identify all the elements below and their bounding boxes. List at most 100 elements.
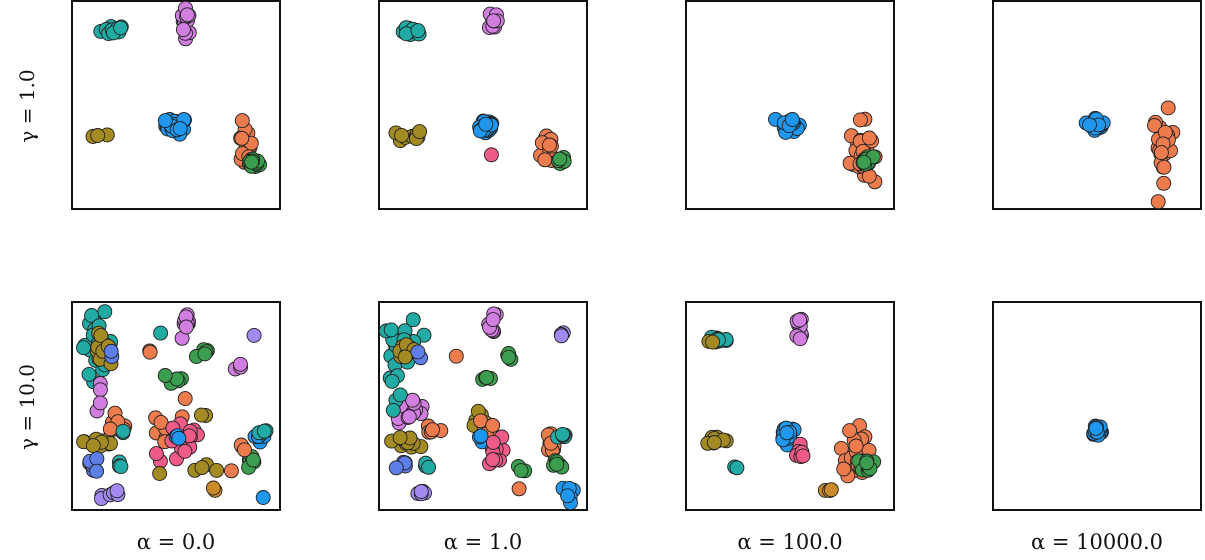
scatter-point-orange (1153, 145, 1169, 161)
col-label-alpha-10000: α = 10000.0 (1031, 530, 1163, 554)
scatter-point-violet (92, 382, 108, 398)
scatter-point-cyan (555, 426, 570, 442)
scatter-point-orange (1160, 100, 1176, 116)
panel-frame (992, 301, 1202, 511)
scatter-point-green (856, 154, 872, 170)
scatter-point-pink (485, 452, 501, 468)
scatter-point-blue (1082, 117, 1097, 133)
scatter-point-pink (148, 446, 164, 462)
scatter-point-cyan (383, 322, 399, 338)
scatter-point-cyan (256, 423, 272, 439)
scatter-point-green (244, 154, 260, 170)
scatter-point-olive (394, 127, 410, 143)
scatter-point-orange (537, 152, 553, 168)
scatter-point-blue (255, 490, 271, 505)
scatter-point-blue (171, 430, 187, 446)
scatter-point-cyan (405, 312, 421, 328)
scatter-point-purple (413, 484, 429, 499)
scatter-point-green (552, 151, 568, 167)
scatter-point-blue (172, 121, 188, 137)
panel-gamma-10.0-alpha-10000.0 (992, 301, 1202, 511)
scatter-point-blue (157, 113, 173, 129)
scatter-point-violet (179, 7, 195, 23)
scatter-point-brown (823, 482, 839, 498)
scatter-point-olive (152, 466, 168, 481)
scatter-point-pink (177, 443, 193, 459)
scatter-point-cyan (385, 402, 401, 418)
scatter-point-violet (485, 312, 501, 328)
panel-gamma-10.0-alpha-1.0 (378, 301, 588, 511)
col-label-alpha-100: α = 100.0 (737, 530, 842, 554)
scatter-point-blue (478, 116, 494, 132)
scatter-point-violet (405, 392, 421, 408)
scatter-point-green (245, 452, 261, 468)
scatter-point-olive (397, 349, 413, 365)
scatter-point-cyan (384, 373, 400, 389)
scatter-point-orange (234, 113, 250, 129)
scatter-point-blue (1088, 420, 1104, 436)
scatter-point-orange (852, 112, 868, 128)
row-label-gamma-1: γ = 1.0 (15, 69, 39, 142)
scatter-point-orange (542, 137, 557, 153)
scatter-point-navy (388, 460, 404, 476)
panels-layer (71, 0, 1202, 511)
row-label-gamma-10: γ = 10.0 (15, 364, 39, 450)
scatter-point-orange (848, 438, 864, 454)
scatter-point-violet (178, 319, 194, 335)
scatter-point-navy (103, 343, 119, 359)
panel-gamma-1.0-alpha-0.0 (71, 0, 281, 210)
scatter-point-cyan (113, 459, 129, 475)
scatter-point-cyan (729, 460, 745, 476)
scatter-point-olive (90, 128, 106, 143)
panel-gamma-10.0-alpha-0.0 (71, 301, 281, 511)
scatter-point-blue (779, 425, 795, 441)
scatter-point-brown (205, 480, 221, 496)
scatter-point-green (197, 346, 213, 362)
scatter-point-orange (1156, 175, 1172, 191)
scatter-point-green (549, 456, 565, 472)
scatter-point-orange (511, 481, 527, 497)
scatter-point-orange (1150, 194, 1166, 210)
scatter-point-cyan (153, 325, 169, 341)
scatter-point-olive (93, 328, 109, 344)
scatter-point-cyan (76, 340, 91, 356)
scatter-point-orange (448, 348, 464, 364)
scatter-point-green (157, 368, 173, 383)
scatter-point-violet (792, 312, 808, 328)
scatter-point-green (859, 455, 875, 471)
scatter-point-olive (193, 407, 209, 423)
panel-gamma-1.0-alpha-1.0 (378, 0, 588, 210)
scatter-point-orange (142, 344, 158, 360)
scatter-point-orange (177, 391, 193, 407)
scatter-point-navy (89, 451, 105, 467)
col-label-alpha-0: α = 0.0 (137, 530, 216, 554)
scatter-point-purple (554, 328, 569, 344)
scatter-point-pink (483, 147, 499, 163)
scatter-point-purple (109, 483, 125, 499)
scatter-point-violet (486, 13, 502, 29)
scatter-point-orange (485, 417, 501, 433)
scatter-point-violet (232, 356, 248, 372)
scatter-point-green (501, 349, 517, 365)
scatter-point-blue (560, 488, 576, 504)
panel-gamma-10.0-alpha-100.0 (685, 301, 895, 511)
scatter-point-orange (1156, 159, 1172, 175)
scatter-point-orange (234, 130, 250, 146)
panel-gamma-1.0-alpha-100.0 (685, 0, 895, 210)
scatter-point-olive (412, 124, 428, 140)
scatter-point-orange (102, 421, 118, 437)
scatter-point-orange (237, 442, 252, 458)
scatter-point-navy (89, 463, 105, 479)
scatter-point-orange (223, 463, 239, 479)
scatter-point-olive (194, 460, 210, 476)
scatter-point-olive (85, 438, 101, 454)
scatter-point-orange (836, 461, 852, 477)
panel-gamma-1.0-alpha-10000.0 (992, 0, 1202, 210)
scatter-point-cyan (410, 23, 426, 39)
scatter-point-violet (792, 331, 808, 347)
scatter-point-cyan (84, 308, 100, 323)
scatter-point-blue (473, 428, 489, 444)
scatter-point-blue (784, 112, 800, 127)
scatter-point-green (479, 370, 494, 385)
scatter-point-purple (246, 327, 262, 343)
